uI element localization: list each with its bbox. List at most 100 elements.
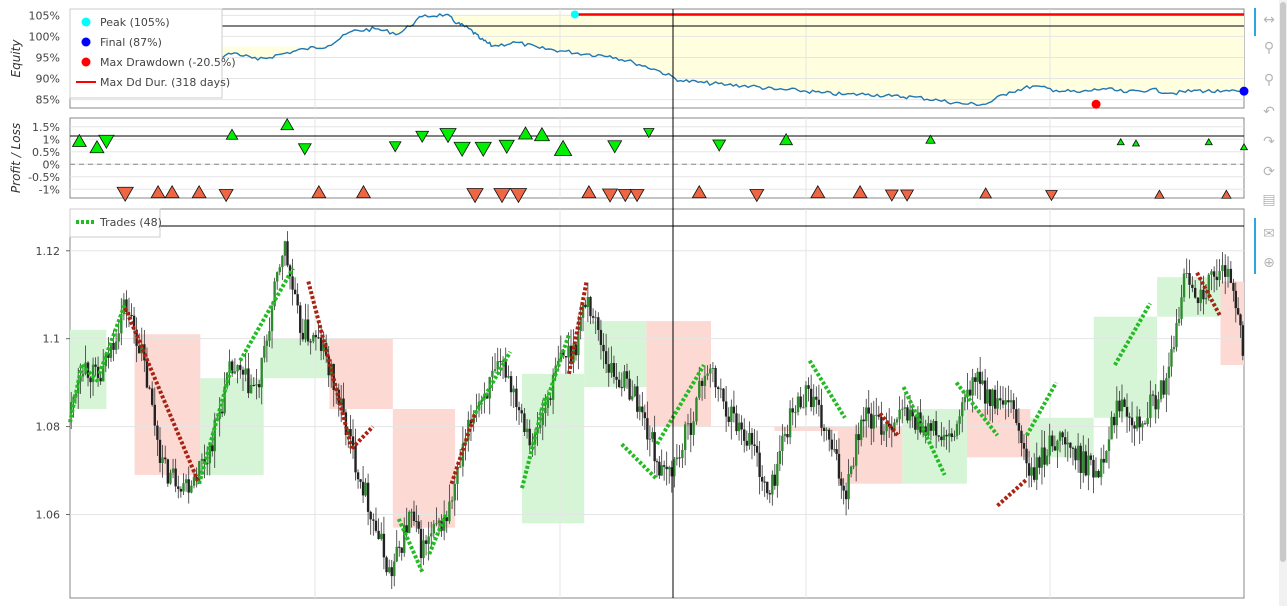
candle-body [89, 377, 92, 383]
candle-body [937, 435, 940, 437]
loss-trade-line [123, 307, 201, 485]
candle-body [940, 436, 943, 441]
candle-body [317, 337, 320, 339]
win-marker [1116, 137, 1125, 146]
win-trade-box [902, 408, 967, 484]
candle-body [456, 467, 459, 484]
candle-body [638, 406, 642, 412]
win-trade-line [238, 267, 295, 362]
candle-body [842, 485, 845, 491]
hover-icon[interactable]: ✉ [1263, 226, 1275, 242]
win-marker [642, 128, 655, 139]
candle-body [488, 376, 491, 399]
legend-swatch [81, 57, 91, 67]
candle-body [1043, 447, 1046, 465]
candle-body [293, 289, 297, 295]
candle-body [1175, 323, 1178, 348]
candle-body [140, 344, 143, 354]
loss-marker [629, 189, 645, 203]
price-tick-label: 1.06 [36, 508, 61, 521]
undo-icon[interactable]: ↶ [1263, 104, 1275, 120]
candle-body [512, 388, 515, 393]
pan-icon[interactable]: ↔ [1263, 12, 1275, 28]
candle-body [1113, 416, 1116, 426]
candle-body [301, 332, 305, 340]
candle-body [114, 341, 118, 350]
candle-body [528, 428, 531, 446]
candle-body [1110, 416, 1113, 440]
candle-body [1185, 273, 1188, 275]
wheel-zoom-icon[interactable]: ⚲ [1263, 72, 1275, 88]
candle-body [692, 421, 695, 435]
win-trade-line [520, 395, 548, 489]
candle-body [584, 304, 587, 308]
candle-body [927, 423, 930, 436]
candle-body [885, 423, 888, 432]
candle-body [617, 379, 621, 388]
win-trade-line [427, 513, 448, 555]
candle-body [306, 319, 310, 342]
candle-body [882, 431, 886, 435]
candle-body [400, 547, 403, 553]
save-icon[interactable]: ▤ [1262, 192, 1276, 208]
candle-body [1084, 451, 1088, 476]
panel-frame-pl [69, 117, 1245, 199]
candle-body [574, 344, 578, 356]
toolbar-active-indicator [1254, 8, 1256, 36]
box-zoom-icon[interactable]: ⚲ [1263, 40, 1275, 56]
candle-body [872, 415, 875, 429]
candle-body [228, 361, 231, 373]
candle-body [1066, 442, 1069, 445]
equity-tick-label: 100% [29, 30, 60, 43]
loss-marker [1154, 189, 1165, 199]
loss-marker [691, 184, 707, 199]
candle-body [996, 398, 999, 409]
loss-marker [601, 188, 619, 203]
candle-body [658, 461, 661, 476]
candle-body [602, 344, 605, 352]
candle-body [372, 519, 375, 521]
candle-body [1012, 400, 1015, 410]
candle-body [714, 368, 717, 388]
candle-body [143, 344, 146, 361]
candle-body [968, 389, 972, 396]
candle-body [607, 364, 610, 373]
candle-body [1167, 366, 1171, 379]
redo-icon[interactable]: ↷ [1263, 134, 1275, 150]
candle-body [1017, 422, 1021, 431]
candle-body [615, 376, 618, 380]
loss-trade-box [329, 338, 393, 409]
candle-body [1074, 448, 1077, 461]
candle-body [1236, 308, 1240, 315]
candle-body [820, 404, 823, 428]
candle-body [79, 376, 82, 382]
candle-body [567, 345, 570, 358]
candle-body [314, 334, 318, 338]
candle-body [296, 294, 299, 306]
candle-body [422, 540, 425, 559]
loss-marker [852, 184, 868, 199]
candle-body [748, 432, 751, 446]
pl-tick-label: 0% [43, 158, 60, 171]
candle-body [200, 458, 204, 462]
candle-body [903, 407, 907, 409]
win-marker [498, 139, 515, 155]
candle-body [924, 426, 927, 436]
candle-body [577, 331, 580, 356]
scrollbar-thumb[interactable] [1280, 2, 1286, 562]
candle-body [342, 398, 345, 413]
candle-body [268, 331, 271, 341]
candle-body [716, 387, 720, 390]
candle-body [1207, 274, 1210, 298]
candle-body [393, 561, 396, 577]
candle-body [281, 255, 284, 268]
win-marker [297, 143, 312, 156]
candle-body [1120, 399, 1124, 412]
candle-body [908, 409, 912, 421]
crosshair-icon[interactable]: ⊕ [1263, 255, 1275, 271]
loss-trade-line [1195, 271, 1223, 318]
candle-body [483, 393, 486, 400]
reset-icon[interactable]: ⟳ [1263, 164, 1275, 180]
candle-body [169, 472, 172, 484]
